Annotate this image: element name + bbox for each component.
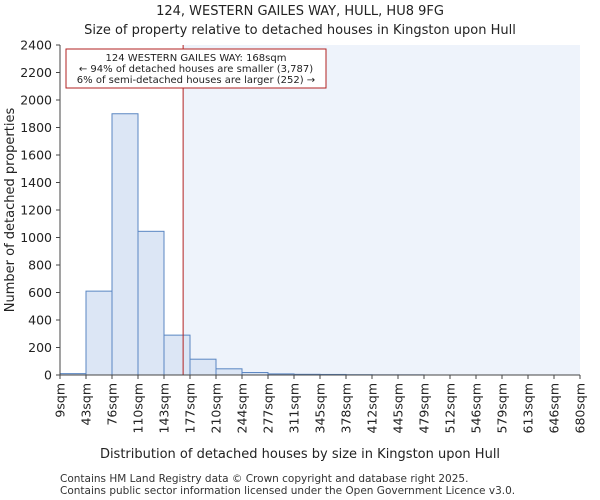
x-tick-label: 378sqm [339, 383, 354, 433]
y-tick-label: 2400 [20, 38, 52, 53]
y-tick-label: 1400 [20, 175, 52, 190]
x-tick-label: 680sqm [573, 383, 588, 433]
y-tick-label: 1800 [20, 120, 52, 135]
x-tick-label: 110sqm [131, 383, 146, 433]
y-tick-label: 1200 [20, 203, 52, 218]
x-tick-label: 244sqm [235, 383, 250, 433]
bar-177sqm [189, 358, 217, 376]
x-tick-label: 646sqm [547, 383, 562, 433]
annotation-box: 124 WESTERN GAILES WAY: 168sqm ← 94% of … [65, 48, 327, 89]
y-tick-label: 2000 [20, 93, 52, 108]
y-axis-label: Number of detached properties [3, 108, 18, 313]
bar-210sqm [215, 368, 243, 376]
annotation-line2: ← 94% of detached houses are smaller (3,… [79, 64, 313, 75]
x-tick-label: 479sqm [417, 383, 432, 433]
y-ticks: 0 200 400 600 800 1000 1200 1400 1600 1800 2000 220… [20, 38, 60, 383]
y-tick-label: 1600 [20, 148, 52, 163]
x-tick-label: 9sqm [53, 383, 68, 418]
y-tick-label: 1000 [20, 230, 52, 245]
x-tick-label: 445sqm [391, 383, 406, 433]
annotation-line1: 124 WESTERN GAILES WAY: 168sqm [106, 53, 287, 64]
x-tick-label: 546sqm [469, 383, 484, 433]
x-tick-label: 43sqm [79, 383, 94, 426]
bar-43sqm [85, 290, 113, 376]
y-tick-label: 0 [44, 368, 52, 383]
larger-region-highlight [183, 45, 580, 375]
chart-title: 124, WESTERN GAILES WAY, HULL, HU8 9FG [156, 4, 444, 19]
y-tick-label: 400 [28, 313, 52, 328]
bar-143sqm [163, 334, 191, 376]
x-ticks: 9sqm 43sqm 76sqm 110sqm 143sqm 177sqm 210sqm 24… [53, 375, 588, 433]
bars [59, 113, 425, 376]
x-tick-label: 412sqm [365, 383, 380, 433]
annotation-line3: 6% of semi-detached houses are larger (2… [77, 75, 315, 86]
x-tick-label: 210sqm [209, 383, 224, 433]
annotation-border [65, 48, 327, 89]
footer-line2: Contains public sector information licen… [60, 485, 515, 497]
x-tick-label: 579sqm [495, 383, 510, 433]
bar-110sqm [137, 230, 165, 376]
bar-76sqm [111, 113, 139, 376]
x-tick-label: 311sqm [287, 383, 302, 433]
footer-line1: Contains HM Land Registry data © Crown c… [60, 473, 468, 485]
x-tick-label: 277sqm [261, 383, 276, 433]
x-tick-label: 345sqm [313, 383, 328, 433]
x-axis-label: Distribution of detached houses by size … [100, 447, 500, 462]
y-tick-label: 600 [28, 285, 52, 300]
x-tick-label: 177sqm [183, 383, 198, 433]
y-tick-label: 200 [28, 340, 52, 355]
x-tick-label: 613sqm [521, 383, 536, 433]
chart-subtitle: Size of property relative to detached ho… [84, 23, 516, 38]
y-tick-label: 2200 [20, 65, 52, 80]
x-tick-label: 512sqm [443, 383, 458, 433]
x-tick-label: 76sqm [105, 383, 120, 426]
y-tick-label: 800 [28, 258, 52, 273]
x-tick-label: 143sqm [157, 383, 172, 433]
